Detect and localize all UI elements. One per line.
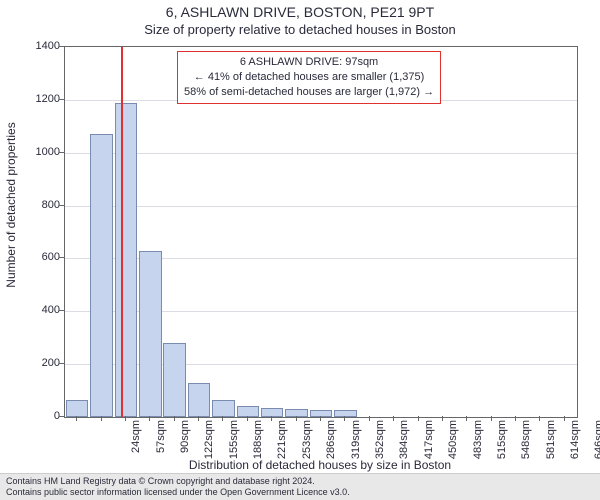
x-tick-mark bbox=[515, 416, 516, 421]
chart-subtitle: Size of property relative to detached ho… bbox=[0, 20, 600, 37]
x-tick-mark bbox=[271, 416, 272, 421]
y-tick-label: 1000 bbox=[20, 146, 60, 158]
x-tick-mark bbox=[369, 416, 370, 421]
y-tick-mark bbox=[59, 257, 64, 258]
chart-container: 6, ASHLAWN DRIVE, BOSTON, PE21 9PT Size … bbox=[0, 0, 600, 500]
y-axis-label: Number of detached properties bbox=[4, 20, 18, 390]
y-tick-label: 800 bbox=[20, 199, 60, 211]
histogram-bar bbox=[163, 343, 185, 417]
y-tick-label: 1200 bbox=[20, 93, 60, 105]
plot-area: 6 ASHLAWN DRIVE: 97sqm ← 41% of detached… bbox=[64, 46, 578, 418]
y-tick-mark bbox=[59, 205, 64, 206]
x-tick-mark bbox=[247, 416, 248, 421]
callout-line2: ← 41% of detached houses are smaller (1,… bbox=[184, 70, 434, 85]
y-tick-mark bbox=[59, 310, 64, 311]
property-marker-line bbox=[121, 47, 123, 417]
y-tick-label: 0 bbox=[20, 410, 60, 422]
x-axis-label: Distribution of detached houses by size … bbox=[64, 458, 576, 472]
x-tick-mark bbox=[296, 416, 297, 421]
y-tick-mark bbox=[59, 416, 64, 417]
histogram-bar bbox=[90, 134, 112, 417]
chart-title: 6, ASHLAWN DRIVE, BOSTON, PE21 9PT bbox=[0, 0, 600, 20]
x-tick-mark bbox=[466, 416, 467, 421]
grid-line bbox=[65, 153, 577, 154]
x-tick-mark bbox=[222, 416, 223, 421]
callout-line1: 6 ASHLAWN DRIVE: 97sqm bbox=[184, 55, 434, 70]
attribution-footer: Contains HM Land Registry data © Crown c… bbox=[0, 473, 600, 500]
x-tick-mark bbox=[125, 416, 126, 421]
footer-line2: Contains public sector information licen… bbox=[6, 487, 594, 498]
y-tick-mark bbox=[59, 99, 64, 100]
x-tick-mark bbox=[198, 416, 199, 421]
histogram-bar bbox=[66, 400, 88, 417]
x-tick-mark bbox=[344, 416, 345, 421]
x-tick-mark bbox=[564, 416, 565, 421]
x-tick-mark bbox=[76, 416, 77, 421]
x-tick-mark bbox=[442, 416, 443, 421]
callout-line3: 58% of semi-detached houses are larger (… bbox=[184, 85, 434, 100]
x-tick-mark bbox=[149, 416, 150, 421]
y-tick-label: 600 bbox=[20, 251, 60, 263]
histogram-bar bbox=[237, 406, 259, 417]
y-tick-label: 400 bbox=[20, 304, 60, 316]
x-tick-mark bbox=[101, 416, 102, 421]
x-tick-mark bbox=[174, 416, 175, 421]
x-tick-mark bbox=[539, 416, 540, 421]
x-tick-mark bbox=[393, 416, 394, 421]
y-tick-mark bbox=[59, 46, 64, 47]
x-tick-label: 646sqm bbox=[593, 420, 600, 470]
y-tick-label: 1400 bbox=[20, 40, 60, 52]
histogram-bar bbox=[139, 251, 161, 418]
y-tick-label: 200 bbox=[20, 357, 60, 369]
x-tick-mark bbox=[491, 416, 492, 421]
property-callout: 6 ASHLAWN DRIVE: 97sqm ← 41% of detached… bbox=[177, 51, 441, 104]
x-tick-mark bbox=[418, 416, 419, 421]
histogram-bar bbox=[115, 103, 137, 418]
y-tick-mark bbox=[59, 363, 64, 364]
y-tick-mark bbox=[59, 152, 64, 153]
x-tick-mark bbox=[320, 416, 321, 421]
grid-line bbox=[65, 206, 577, 207]
histogram-bar bbox=[212, 400, 234, 417]
histogram-bar bbox=[188, 383, 210, 417]
footer-line1: Contains HM Land Registry data © Crown c… bbox=[6, 476, 594, 487]
